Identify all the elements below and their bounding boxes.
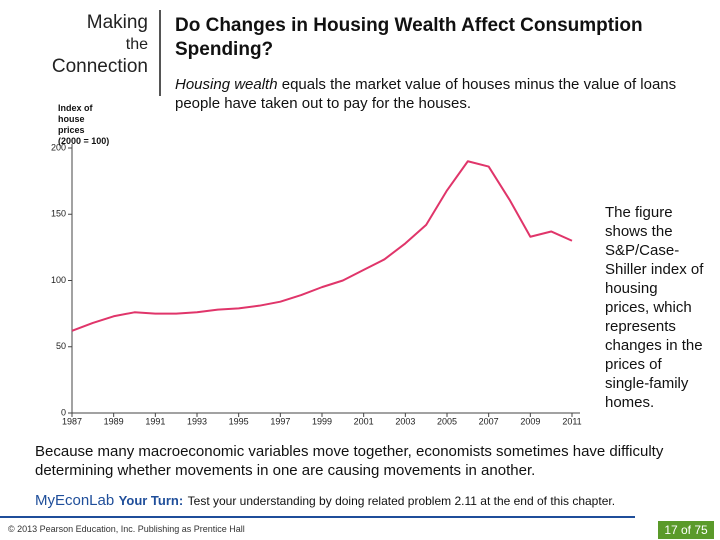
y-tick-label: 200 bbox=[51, 142, 66, 152]
body-text: Because many macroeconomic variables mov… bbox=[35, 443, 664, 479]
x-tick-label: 2001 bbox=[354, 416, 374, 426]
x-tick-label: 1993 bbox=[187, 416, 207, 426]
y-tick-label: 150 bbox=[51, 209, 66, 219]
label-line: Connection bbox=[51, 56, 148, 77]
your-turn: MyEconLab Your Turn: Test your understan… bbox=[35, 492, 715, 510]
label-line: the bbox=[125, 36, 148, 53]
footer-rule bbox=[0, 516, 635, 518]
brand: MyEconLab bbox=[35, 492, 115, 509]
chart: 0 50 100 150 200 1987 1989 1991 1993 1995 1997 1999… bbox=[51, 142, 582, 426]
separator bbox=[159, 10, 161, 96]
x-tick-label: 2007 bbox=[479, 416, 499, 426]
x-tick-label: 1997 bbox=[270, 416, 290, 426]
y-tick-label: 0 bbox=[61, 407, 66, 417]
x-tick-label: 1991 bbox=[145, 416, 165, 426]
copyright: © 2013 Pearson Education, Inc. Publishin… bbox=[8, 524, 245, 534]
subtitle-text: equals the market value of houses minus … bbox=[175, 76, 677, 112]
subtitle: Housing wealth equals the market value o… bbox=[175, 75, 705, 113]
x-tick-label: 2005 bbox=[437, 416, 457, 426]
label-line: Making bbox=[86, 12, 148, 33]
x-tick-label: 1987 bbox=[62, 416, 82, 426]
section-label: Making the Connection bbox=[0, 12, 148, 78]
y-axis-label: Index of house prices (2000 = 100) bbox=[58, 103, 110, 146]
data-line bbox=[71, 160, 573, 332]
subtitle-emphasis: Housing wealth bbox=[175, 76, 278, 93]
x-tick-label: 1999 bbox=[312, 416, 332, 426]
page-number: 17 of 75 bbox=[658, 521, 714, 539]
side-note: The figure shows the S&P/Case-Shiller in… bbox=[605, 204, 704, 411]
your-turn-text: Test your understanding by doing related… bbox=[187, 494, 616, 508]
x-tick-label: 2003 bbox=[395, 416, 415, 426]
x-tick-label: 1989 bbox=[104, 416, 124, 426]
slide-title: Do Changes in Housing Wealth Affect Cons… bbox=[175, 15, 643, 60]
y-tick-label: 50 bbox=[56, 341, 66, 351]
x-tick-label: 2009 bbox=[520, 416, 540, 426]
x-tick-label: 1995 bbox=[229, 416, 249, 426]
your-turn-label: Your Turn: bbox=[118, 493, 184, 508]
y-tick-label: 100 bbox=[51, 275, 66, 285]
x-tick-label: 2011 bbox=[562, 416, 581, 426]
